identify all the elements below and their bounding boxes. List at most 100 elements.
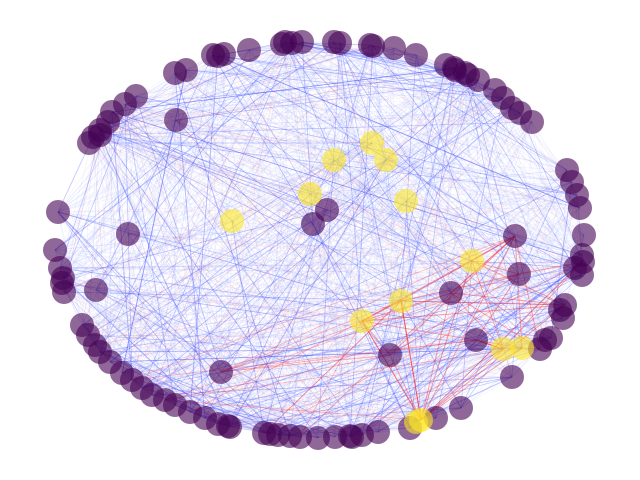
edge-red: [164, 399, 417, 423]
edge-blue: [450, 207, 581, 294]
edge-blue: [54, 249, 176, 406]
edge-red: [471, 260, 504, 350]
edge-blue: [189, 55, 219, 413]
edge-blue: [81, 79, 479, 326]
edge-blue: [339, 42, 351, 437]
edge-blue: [127, 233, 222, 373]
edge-blue: [151, 43, 283, 396]
node-purple: [315, 198, 339, 222]
edge-blue: [189, 354, 391, 413]
edge-blue: [99, 134, 129, 235]
edge-blue: [369, 44, 422, 421]
edge-blue: [217, 55, 564, 319]
edge-blue: [445, 64, 546, 341]
edge-blue: [99, 261, 584, 353]
edge-blue: [94, 344, 351, 437]
edge-blue: [229, 45, 374, 428]
edge-blue: [151, 119, 177, 396]
edge-blue: [351, 79, 479, 438]
edge-blue: [385, 64, 447, 161]
edge-blue: [217, 55, 581, 209]
edge-blue: [204, 348, 541, 419]
edge-blue: [204, 72, 466, 419]
edge-blue: [54, 249, 477, 341]
edge-blue: [502, 97, 584, 263]
edge-blue: [301, 41, 351, 437]
edge-blue: [99, 49, 250, 353]
edge-red: [229, 142, 373, 428]
edge-blue: [385, 97, 504, 161]
edge-blue: [185, 69, 513, 109]
edge-blue: [231, 220, 279, 436]
edge-blue: [175, 119, 564, 319]
edge-blue: [420, 339, 477, 421]
edge-blue: [189, 55, 219, 413]
edge-red: [372, 45, 568, 171]
edge-blue: [317, 261, 584, 439]
edge-blue: [62, 54, 214, 279]
edge-blue: [415, 54, 584, 263]
edge-blue: [204, 348, 504, 419]
edge-blue: [174, 72, 473, 262]
edge-blue: [99, 45, 374, 131]
edge-blue: [301, 41, 520, 275]
edge-blue: [511, 107, 584, 263]
edge-blue: [349, 261, 584, 437]
edge-blue: [351, 64, 447, 438]
edge-blue: [339, 42, 417, 423]
edge-blue: [109, 348, 504, 363]
edge-blue: [99, 55, 219, 353]
edge-blue: [223, 53, 311, 195]
node-purple: [340, 425, 364, 449]
edge-blue: [175, 119, 233, 222]
edge-blue: [57, 211, 520, 275]
node-yellow: [460, 249, 484, 273]
edge-blue: [217, 273, 520, 425]
edge-red: [291, 42, 573, 183]
edge-blue: [99, 103, 126, 353]
edge-red: [121, 347, 523, 374]
edge-blue: [59, 134, 101, 269]
edge-blue: [229, 44, 371, 428]
edge-blue: [231, 74, 469, 222]
edge-blue: [99, 43, 283, 353]
edge-blue: [124, 103, 335, 161]
edge-blue: [231, 220, 411, 429]
edge-blue: [127, 43, 283, 235]
edge-blue: [518, 169, 568, 275]
edge-blue: [164, 354, 391, 401]
edge-blue: [141, 97, 504, 389]
edge-blue: [351, 72, 466, 438]
edge-blue: [95, 181, 573, 291]
edge-blue: [263, 354, 391, 434]
edge-red: [63, 89, 496, 293]
edge-blue: [415, 72, 466, 423]
edge-blue: [59, 267, 422, 421]
edge-blue: [57, 211, 552, 339]
edge-blue: [420, 304, 566, 421]
edge-blue: [99, 134, 583, 276]
edge-blue: [63, 142, 373, 293]
edge-blue: [326, 209, 353, 438]
edge-blue: [361, 74, 469, 436]
node-purple: [572, 223, 596, 247]
edge-blue: [229, 89, 496, 428]
edge-blue: [415, 54, 452, 294]
edge-blue: [371, 142, 564, 319]
edge-blue: [518, 194, 578, 275]
edge-blue: [99, 129, 473, 262]
edge-blue: [99, 129, 319, 439]
edge-blue: [229, 273, 520, 428]
edge-blue: [217, 419, 422, 425]
edge-blue: [54, 249, 351, 437]
edge-blue: [333, 159, 516, 237]
edge-blue: [460, 348, 504, 409]
edge-blue: [334, 89, 496, 438]
edge-blue: [351, 207, 581, 438]
edge-blue: [109, 169, 568, 363]
edge-blue: [81, 53, 225, 326]
edge-blue: [175, 72, 466, 121]
edge-red: [475, 273, 520, 341]
edge-blue: [372, 45, 417, 423]
